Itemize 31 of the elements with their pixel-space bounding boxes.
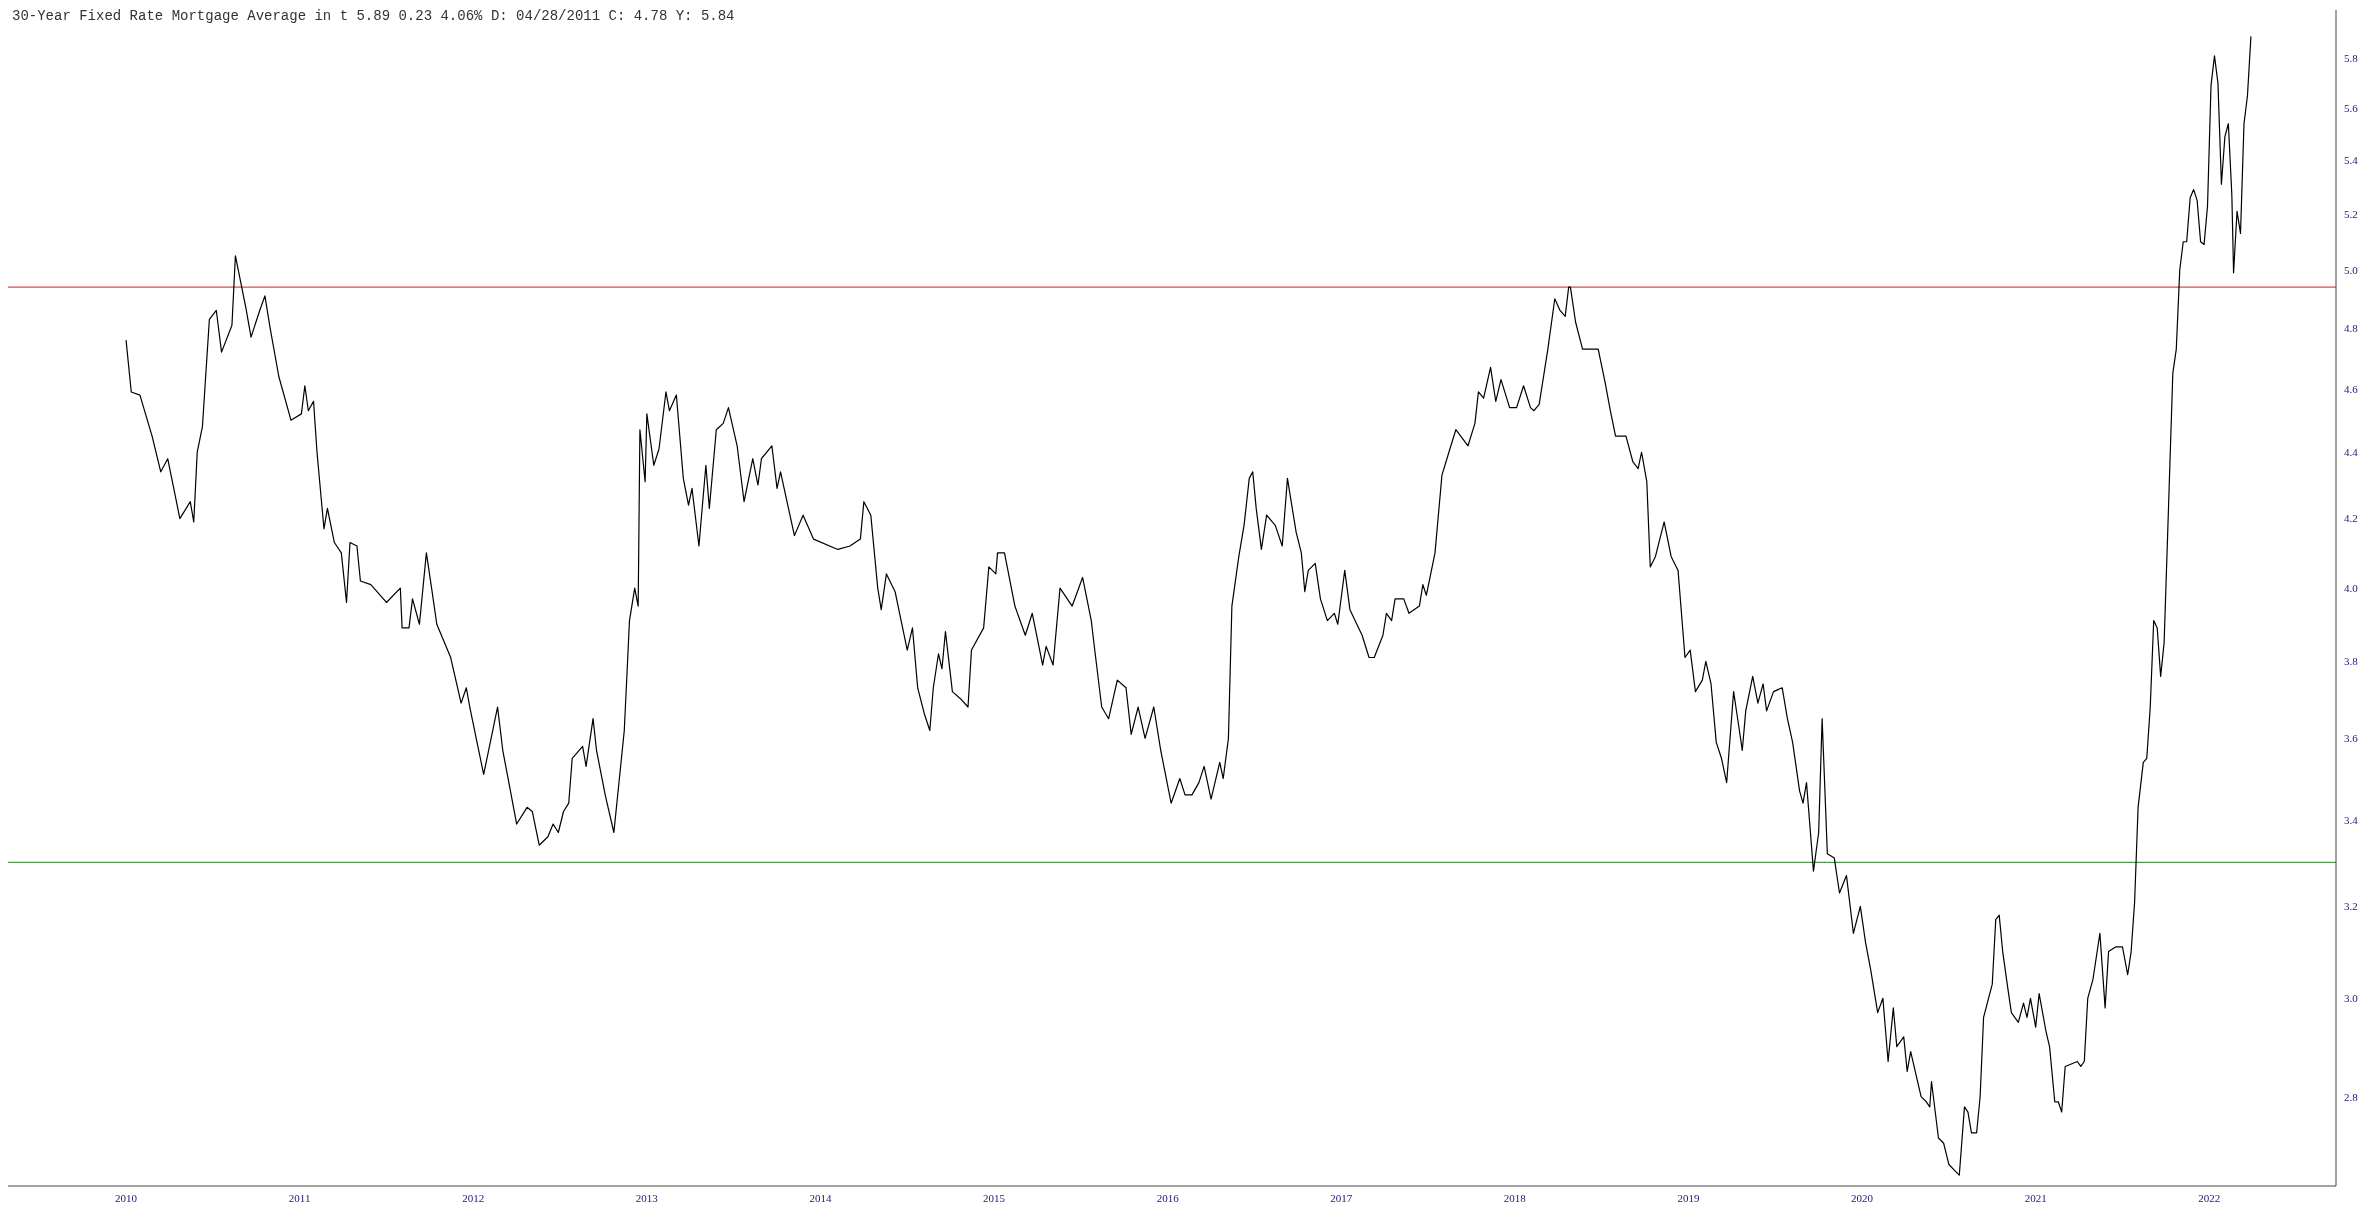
x-tick-label: 2022	[2198, 1191, 2221, 1204]
y-tick-label: 2.8	[2344, 1090, 2359, 1103]
x-tick-label: 2019	[1677, 1191, 1700, 1204]
x-tick-label: 2011	[288, 1191, 311, 1204]
chart-title: 30-Year Fixed Rate Mortgage Average in t 5.89 0.23 4.06% D: 04/28/2011 C: 4.78 Y: 5.84	[12, 8, 735, 24]
x-tick-label: 2014	[809, 1191, 832, 1204]
x-tick-label: 2015	[983, 1191, 1006, 1204]
x-tick-label: 2020	[1851, 1191, 1874, 1204]
y-tick-label: 5.0	[2344, 263, 2359, 276]
y-tick-label: 4.0	[2344, 582, 2359, 595]
x-tick-label: 2021	[2024, 1191, 2047, 1204]
y-tick-label: 5.8	[2344, 52, 2359, 65]
y-tick-label: 3.6	[2344, 732, 2359, 745]
line-series	[125, 35, 2252, 1176]
y-tick-label: 3.8	[2344, 655, 2359, 668]
y-tick-label: 4.2	[2344, 512, 2358, 525]
y-tick-label: 5.2	[2344, 207, 2358, 220]
y-tick-label: 4.8	[2344, 322, 2359, 335]
x-tick-label: 2016	[1156, 1191, 1180, 1204]
x-tick-label: 2018	[1503, 1191, 1527, 1204]
x-tick-label: 2017	[1330, 1191, 1353, 1204]
y-tick-label: 3.0	[2344, 992, 2359, 1005]
x-tick-label: 2012	[462, 1191, 485, 1204]
x-tick-label: 2010	[115, 1191, 138, 1204]
y-tick-label: 5.4	[2344, 154, 2359, 167]
x-tick-label: 2013	[635, 1191, 659, 1204]
y-tick-label: 5.6	[2344, 102, 2359, 115]
y-tick-label: 4.4	[2344, 446, 2359, 459]
y-tick-label: 3.2	[2344, 900, 2358, 913]
y-tick-label: 4.6	[2344, 382, 2359, 395]
y-tick-label: 3.4	[2344, 813, 2359, 826]
